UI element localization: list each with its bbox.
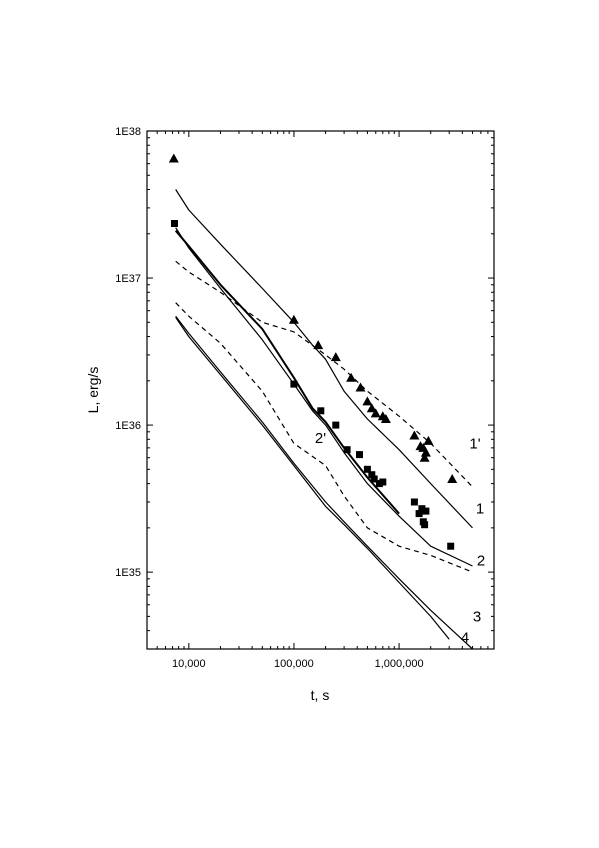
curve-4 <box>175 317 450 640</box>
square-point <box>421 521 429 529</box>
triangle-point <box>423 435 434 445</box>
square-point <box>422 507 430 515</box>
triangle-point <box>313 340 324 350</box>
y-axis-label: L, erg/s <box>85 367 101 414</box>
square-point <box>363 465 371 473</box>
triangle-point <box>420 447 431 457</box>
y-tick-label: 1E35 <box>115 567 141 579</box>
curves <box>174 189 473 650</box>
triangle-point <box>288 314 299 324</box>
x-tick-label: 100,000 <box>274 658 314 670</box>
x-axis-label: t, s <box>311 687 330 703</box>
curve-2 <box>174 230 400 515</box>
curve-0 <box>175 189 473 529</box>
y-tick-label: 1E37 <box>115 273 141 285</box>
y-tick-label: 1E38 <box>115 126 141 138</box>
curve-label: 1 <box>476 501 484 518</box>
curve-labels: 1 2 2' 34 1' <box>315 430 485 647</box>
square-point <box>418 505 426 513</box>
curve-label: 1' <box>469 435 480 452</box>
markers <box>168 153 458 550</box>
triangle-point <box>409 430 420 440</box>
square-point <box>356 451 363 459</box>
x-tick-label: 10,000 <box>172 658 206 670</box>
square-point <box>343 446 351 454</box>
square-point <box>317 407 325 415</box>
triangle-point <box>380 414 391 423</box>
curve-label: 4 <box>461 629 469 646</box>
square-point <box>415 510 423 518</box>
curve-label: 2 <box>477 553 485 570</box>
square-point <box>447 542 455 550</box>
curve-3 <box>175 315 473 650</box>
ticks <box>146 130 495 650</box>
square-point <box>171 220 178 227</box>
triangle-point <box>419 452 430 462</box>
square-point <box>379 478 387 486</box>
triangle-point <box>362 396 373 406</box>
square-point <box>332 421 340 429</box>
triangle-point <box>447 474 458 483</box>
triangle-point <box>346 372 357 382</box>
curve-1 <box>175 227 473 567</box>
triangle-point <box>355 382 366 392</box>
x-tick-label: 1,000,000 <box>375 658 424 670</box>
square-point <box>370 475 378 483</box>
y-tick-label: 1E36 <box>115 420 141 432</box>
tick-labels: 10,000 100,000 1,000,000 1E35 1E36 1E37 1E38 <box>115 126 423 670</box>
square-point <box>410 498 418 506</box>
square-point <box>368 471 376 479</box>
triangle-point <box>366 403 377 413</box>
triangle-point <box>370 408 381 418</box>
triangle-point <box>168 153 179 163</box>
curve-label: 3 <box>473 608 481 625</box>
triangle-point <box>330 352 341 362</box>
plot-frame <box>146 130 495 650</box>
curve-6 <box>175 302 473 573</box>
curve-label: 2' <box>315 430 326 447</box>
square-point <box>290 380 298 388</box>
